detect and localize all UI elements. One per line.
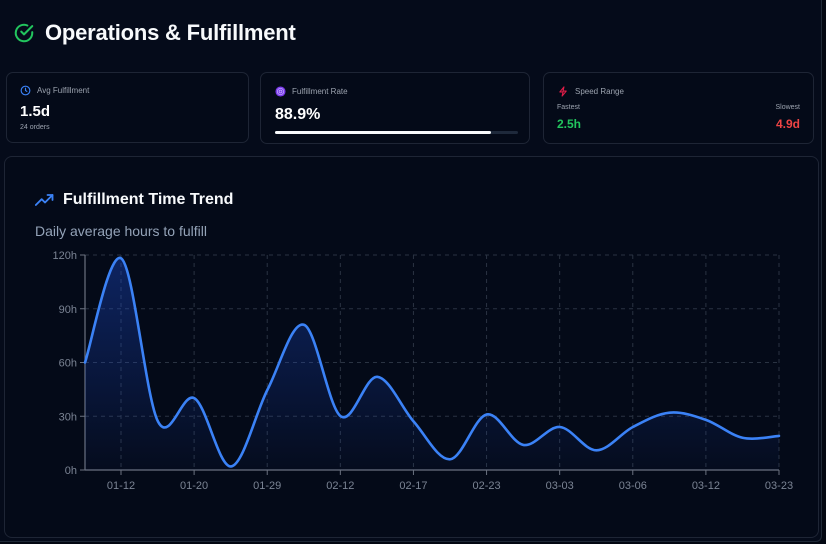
speed-range-label: Speed Range [575, 87, 624, 96]
avg-fulfillment-label: Avg Fulfillment [37, 86, 90, 95]
speed-range-card: Speed Range Fastest 2.5h Slowest 4.9d [543, 72, 814, 144]
chart-area-fill [85, 257, 779, 470]
svg-text:03-12: 03-12 [692, 480, 720, 492]
fulfillment-time-chart[interactable]: 0h 30h 60h 90h 120h 01-12 01-20 01-29 02-12 02-17… [1, 1, 816, 492]
slowest-value: 4.9d [775, 117, 800, 131]
chart-title-row: Fulfillment Time Trend [35, 191, 233, 209]
check-circle-icon [14, 23, 34, 43]
svg-text:01-20: 01-20 [180, 480, 208, 492]
fulfillment-rate-label: Fulfillment Rate [292, 87, 348, 96]
svg-text:03-06: 03-06 [619, 480, 647, 492]
avg-fulfillment-card: Avg Fulfillment 1.5d 24 orders [6, 72, 249, 143]
svg-text:01-12: 01-12 [107, 480, 135, 492]
clock-icon [20, 85, 31, 96]
fulfillment-rate-progress-fill [275, 131, 492, 134]
svg-text:01-29: 01-29 [253, 480, 281, 492]
target-icon [275, 86, 286, 97]
panel-header: Operations & Fulfillment [13, 20, 296, 46]
fulfillment-rate-progress-bar [275, 131, 518, 134]
svg-text:0h: 0h [65, 465, 77, 477]
zap-icon [559, 86, 567, 97]
page-title: Operations & Fulfillment [45, 20, 296, 45]
svg-text:120h: 120h [53, 250, 77, 262]
svg-text:03-03: 03-03 [546, 480, 574, 492]
fulfillment-trend-card: Fulfillment Time Trend Daily average hou… [4, 156, 819, 538]
avg-fulfillment-orders: 24 orders [20, 124, 50, 131]
svg-text:02-23: 02-23 [472, 480, 500, 492]
fulfillment-rate-value: 88.9% [275, 106, 321, 123]
avg-fulfillment-value: 1.5d [20, 103, 51, 120]
speed-range-label-row: Speed Range [558, 86, 624, 97]
svg-text:02-17: 02-17 [399, 480, 427, 492]
fastest-label: Fastest [557, 104, 580, 111]
fastest-value: 2.5h [557, 117, 582, 131]
svg-text:03-23: 03-23 [765, 480, 793, 492]
avg-fulfillment-label-row: Avg Fulfillment [20, 85, 89, 96]
fulfillment-rate-label-row: Fulfillment Rate [275, 86, 348, 97]
slowest-label: Slowest [775, 104, 800, 111]
trending-up-icon [35, 194, 54, 206]
chart-line[interactable] [83, 256, 781, 468]
svg-text:30h: 30h [59, 411, 77, 423]
chart-title: Fulfillment Time Trend [63, 191, 234, 208]
svg-text:60h: 60h [59, 358, 77, 370]
fulfillment-rate-card: Fulfillment Rate 88.9% [260, 72, 530, 144]
svg-text:02-12: 02-12 [326, 480, 354, 492]
chart-subtitle: Daily average hours to fulfill [35, 223, 207, 239]
svg-text:90h: 90h [59, 304, 77, 316]
